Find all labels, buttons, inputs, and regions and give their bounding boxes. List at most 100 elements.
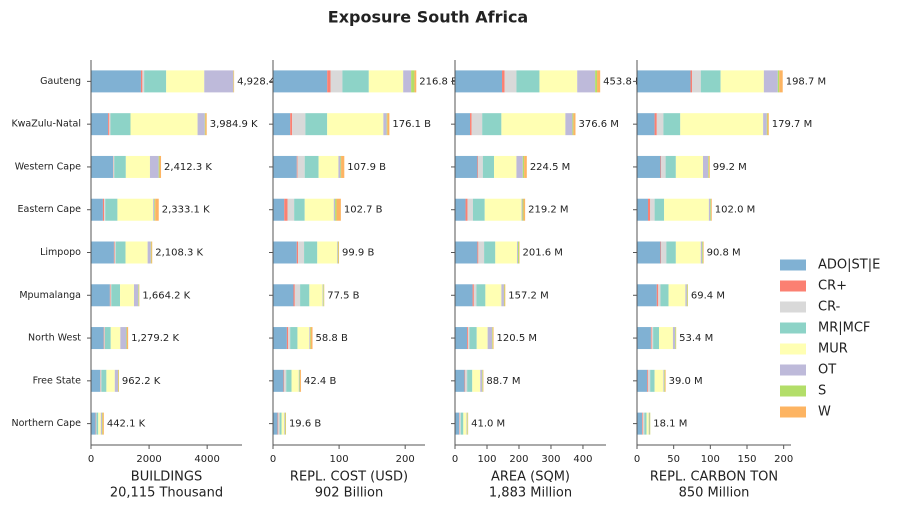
bar-segment (482, 369, 483, 392)
bar-segment (494, 155, 517, 178)
bar-segment (91, 369, 101, 392)
bar-segment (664, 198, 709, 221)
bar-segment (113, 155, 115, 178)
bar-segment (126, 327, 128, 350)
bar-segment (779, 70, 783, 93)
bar-segment (675, 241, 701, 264)
bar-segment (465, 369, 468, 392)
bar-segment (763, 70, 778, 93)
legend-label: W (818, 405, 831, 420)
x-tick-label: 150 (737, 454, 756, 465)
bar-segment (648, 369, 651, 392)
bar-segment (467, 198, 473, 221)
total-label: 1,664.2 K (142, 290, 190, 301)
bar-segment (273, 412, 278, 435)
bar-segment (305, 113, 328, 136)
bar-segment (151, 241, 153, 264)
bar-segment (102, 412, 104, 435)
x-axis-subtitle: 902 Billion (315, 486, 384, 501)
bar-segment (287, 198, 295, 221)
total-label: 216.8 B (419, 76, 458, 87)
total-label: 157.2 M (508, 290, 548, 301)
bar-segment (455, 241, 478, 264)
bar-segment (115, 241, 126, 264)
bar-segment (777, 70, 780, 93)
bar-segment (297, 327, 310, 350)
bar-segment (102, 412, 103, 435)
bar-segment (109, 113, 111, 136)
y-tick-label: KwaZulu-Natal (11, 119, 81, 130)
bar-segment (522, 155, 525, 178)
legend-swatch (780, 406, 806, 418)
bar-segment (284, 198, 288, 221)
bar-segment (504, 70, 517, 93)
total-label: 90.8 M (707, 248, 741, 259)
bar-segment (103, 327, 105, 350)
bar-segment (455, 198, 466, 221)
bar-segment (140, 70, 143, 93)
bar-segment (100, 412, 103, 435)
bar-segment (455, 155, 478, 178)
x-tick-label: 100 (330, 454, 349, 465)
bar-segment (310, 327, 313, 350)
bar-segment (108, 113, 110, 136)
total-label: 224.5 M (530, 162, 570, 173)
bar-segment (105, 198, 118, 221)
bar-segment (470, 113, 472, 136)
bar-segment (204, 70, 234, 93)
bar-segment (153, 198, 155, 221)
bar-segment (516, 70, 540, 93)
bar-segment (155, 198, 159, 221)
legend-label: MR|MCF (818, 321, 870, 336)
bar-segment (104, 327, 111, 350)
bar-segment (637, 327, 651, 350)
bar-segment (484, 198, 522, 221)
bar-segment (300, 369, 302, 392)
bar-segment (318, 155, 339, 178)
bar-segment (654, 369, 664, 392)
bar-segment (310, 327, 311, 350)
bar-segment (96, 412, 99, 435)
bar-segment (277, 412, 279, 435)
bar-segment (298, 241, 305, 264)
bar-segment (675, 327, 676, 350)
bar-segment (648, 198, 651, 221)
total-label: 102.0 M (715, 205, 755, 216)
bar-segment (304, 198, 334, 221)
bar-segment (98, 412, 101, 435)
bar-segment (482, 369, 484, 392)
bar-segment (322, 284, 324, 307)
bar-segment (572, 113, 574, 136)
bar-segment (471, 113, 483, 136)
bar-segment (650, 327, 652, 350)
y-tick-label: Mpumalanga (19, 290, 81, 301)
bar-segment (485, 284, 502, 307)
total-label: 1,279.2 K (131, 333, 179, 344)
bar-segment (516, 155, 523, 178)
x-tick-label: 0 (634, 454, 640, 465)
total-label: 176.1 B (392, 119, 431, 130)
bar-segment (125, 155, 150, 178)
bar-segment (708, 198, 711, 221)
bar-segment (290, 327, 298, 350)
bar-segment (658, 284, 661, 307)
y-tick-label: North West (28, 333, 81, 344)
bar-segment (466, 412, 468, 435)
bar-segment (642, 412, 643, 435)
bar-segment (411, 70, 415, 93)
y-tick-label: Limpopo (40, 247, 81, 258)
bar-segment (138, 284, 139, 307)
bar-segment (309, 284, 323, 307)
bar-segment (642, 412, 645, 435)
bar-segment (637, 241, 661, 264)
bar-segment (478, 241, 485, 264)
bar-segment (149, 155, 159, 178)
total-label: 2,333.1 K (162, 205, 210, 216)
bar-segment (522, 198, 524, 221)
bar-segment (278, 412, 280, 435)
total-label: 201.6 M (522, 248, 562, 259)
bar-segment (700, 70, 721, 93)
bar-segment (492, 327, 494, 350)
bar-segment (403, 70, 412, 93)
bar-segment (648, 412, 650, 435)
